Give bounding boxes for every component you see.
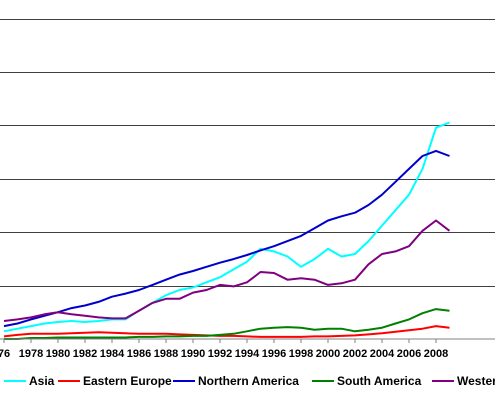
series-line-eastern-europe (3, 325, 450, 338)
x-tick-label: 1992 (208, 348, 232, 360)
x-tick-label: 2006 (397, 348, 421, 360)
x-tick-label: 76 (0, 348, 10, 360)
x-tick-label: 1994 (235, 348, 260, 360)
legend-label-asia: Asia (29, 374, 55, 388)
x-tick-label: 1978 (19, 348, 43, 360)
legend: Asia Eastern Europe Northern America South … (4, 374, 495, 388)
x-tick-label: 1998 (289, 348, 313, 360)
legend-label-south-america: South America (337, 374, 422, 388)
series-line-northern-america (3, 149, 450, 328)
x-tick-label: 2000 (316, 348, 340, 360)
plot-area (0, 0, 495, 339)
legend-label-western-europe: Western Europe (457, 374, 495, 388)
x-tick-label: 1982 (73, 348, 97, 360)
legend-label-northern-america: Northern America (198, 374, 299, 388)
x-tick-label: 1986 (127, 348, 151, 360)
x-tick-label: 1996 (262, 348, 286, 360)
legend-label-eastern-europe: Eastern Europe (83, 374, 172, 388)
series-line-south-america (4, 308, 450, 340)
x-tick-label: 2002 (343, 348, 367, 360)
x-tick-labels: 76 1978 1980 1982 1984 1986 1988 1990 1992 1994 19… (0, 339, 448, 360)
x-tick-label: 1980 (46, 348, 70, 360)
gridlines (0, 19, 495, 287)
series-line-asia (3, 121, 450, 333)
x-tick-label: 2004 (370, 348, 395, 360)
x-tick-label: 1984 (100, 348, 125, 360)
x-tick-label: 2008 (424, 348, 448, 360)
x-tick-label: 1990 (181, 348, 205, 360)
series-lines (3, 121, 451, 340)
x-tick-label: 1988 (154, 348, 178, 360)
series-line-western-europe (3, 219, 451, 322)
